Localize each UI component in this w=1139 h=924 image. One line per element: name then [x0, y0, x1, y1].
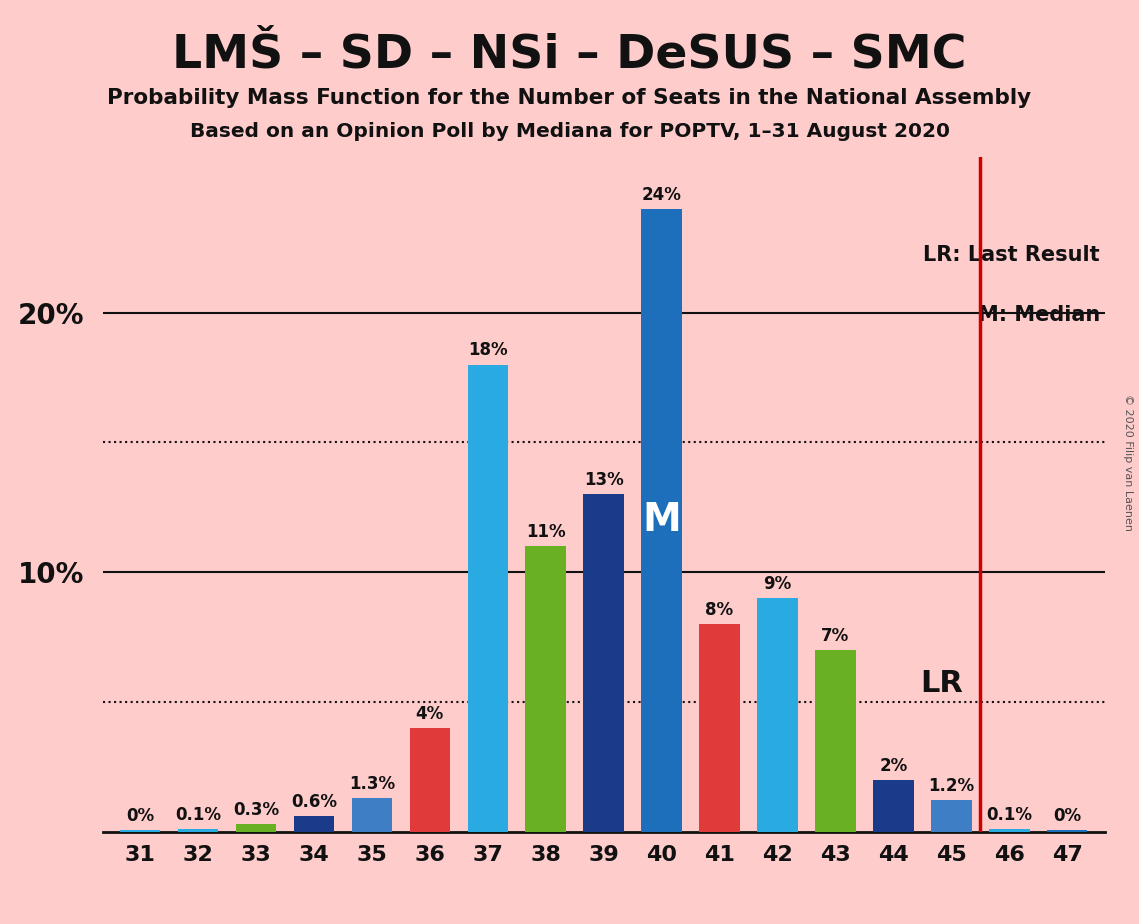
Text: 0.1%: 0.1% [175, 806, 221, 824]
Bar [816, 650, 855, 832]
Bar [467, 365, 508, 832]
Bar [236, 824, 277, 832]
Text: © 2020 Filip van Laenen: © 2020 Filip van Laenen [1123, 394, 1133, 530]
Text: 13%: 13% [584, 471, 623, 489]
Bar [352, 798, 392, 832]
Bar [931, 800, 972, 832]
Bar [1047, 831, 1088, 832]
Text: 0.3%: 0.3% [233, 800, 279, 819]
Text: 0.1%: 0.1% [986, 806, 1032, 824]
Bar [120, 831, 161, 832]
Text: 0%: 0% [1054, 808, 1081, 825]
Text: 0.6%: 0.6% [290, 793, 337, 811]
Bar [699, 624, 740, 832]
Text: LMŠ – SD – NSi – DeSUS – SMC: LMŠ – SD – NSi – DeSUS – SMC [172, 32, 967, 78]
Text: 1.2%: 1.2% [928, 777, 974, 796]
Text: 18%: 18% [468, 342, 508, 359]
Bar [525, 546, 566, 832]
Text: 2%: 2% [879, 757, 908, 774]
Text: Probability Mass Function for the Number of Seats in the National Assembly: Probability Mass Function for the Number… [107, 88, 1032, 108]
Text: 4%: 4% [416, 705, 444, 723]
Text: 0%: 0% [126, 808, 154, 825]
Bar [874, 780, 913, 832]
Text: Based on an Opinion Poll by Mediana for POPTV, 1–31 August 2020: Based on an Opinion Poll by Mediana for … [189, 122, 950, 141]
Text: 11%: 11% [526, 523, 566, 541]
Text: 1.3%: 1.3% [349, 774, 395, 793]
Text: M: Median: M: Median [977, 306, 1100, 325]
Text: 24%: 24% [641, 186, 681, 204]
Text: 9%: 9% [763, 575, 792, 593]
Bar [583, 494, 624, 832]
Text: LR: Last Result: LR: Last Result [924, 245, 1100, 265]
Bar [294, 816, 334, 832]
Text: 8%: 8% [705, 601, 734, 619]
Bar [178, 829, 219, 832]
Text: 7%: 7% [821, 626, 850, 645]
Bar [641, 209, 682, 832]
Bar [410, 728, 450, 832]
Bar [757, 598, 797, 832]
Text: M: M [642, 502, 681, 540]
Text: LR: LR [920, 669, 962, 698]
Bar [989, 829, 1030, 832]
